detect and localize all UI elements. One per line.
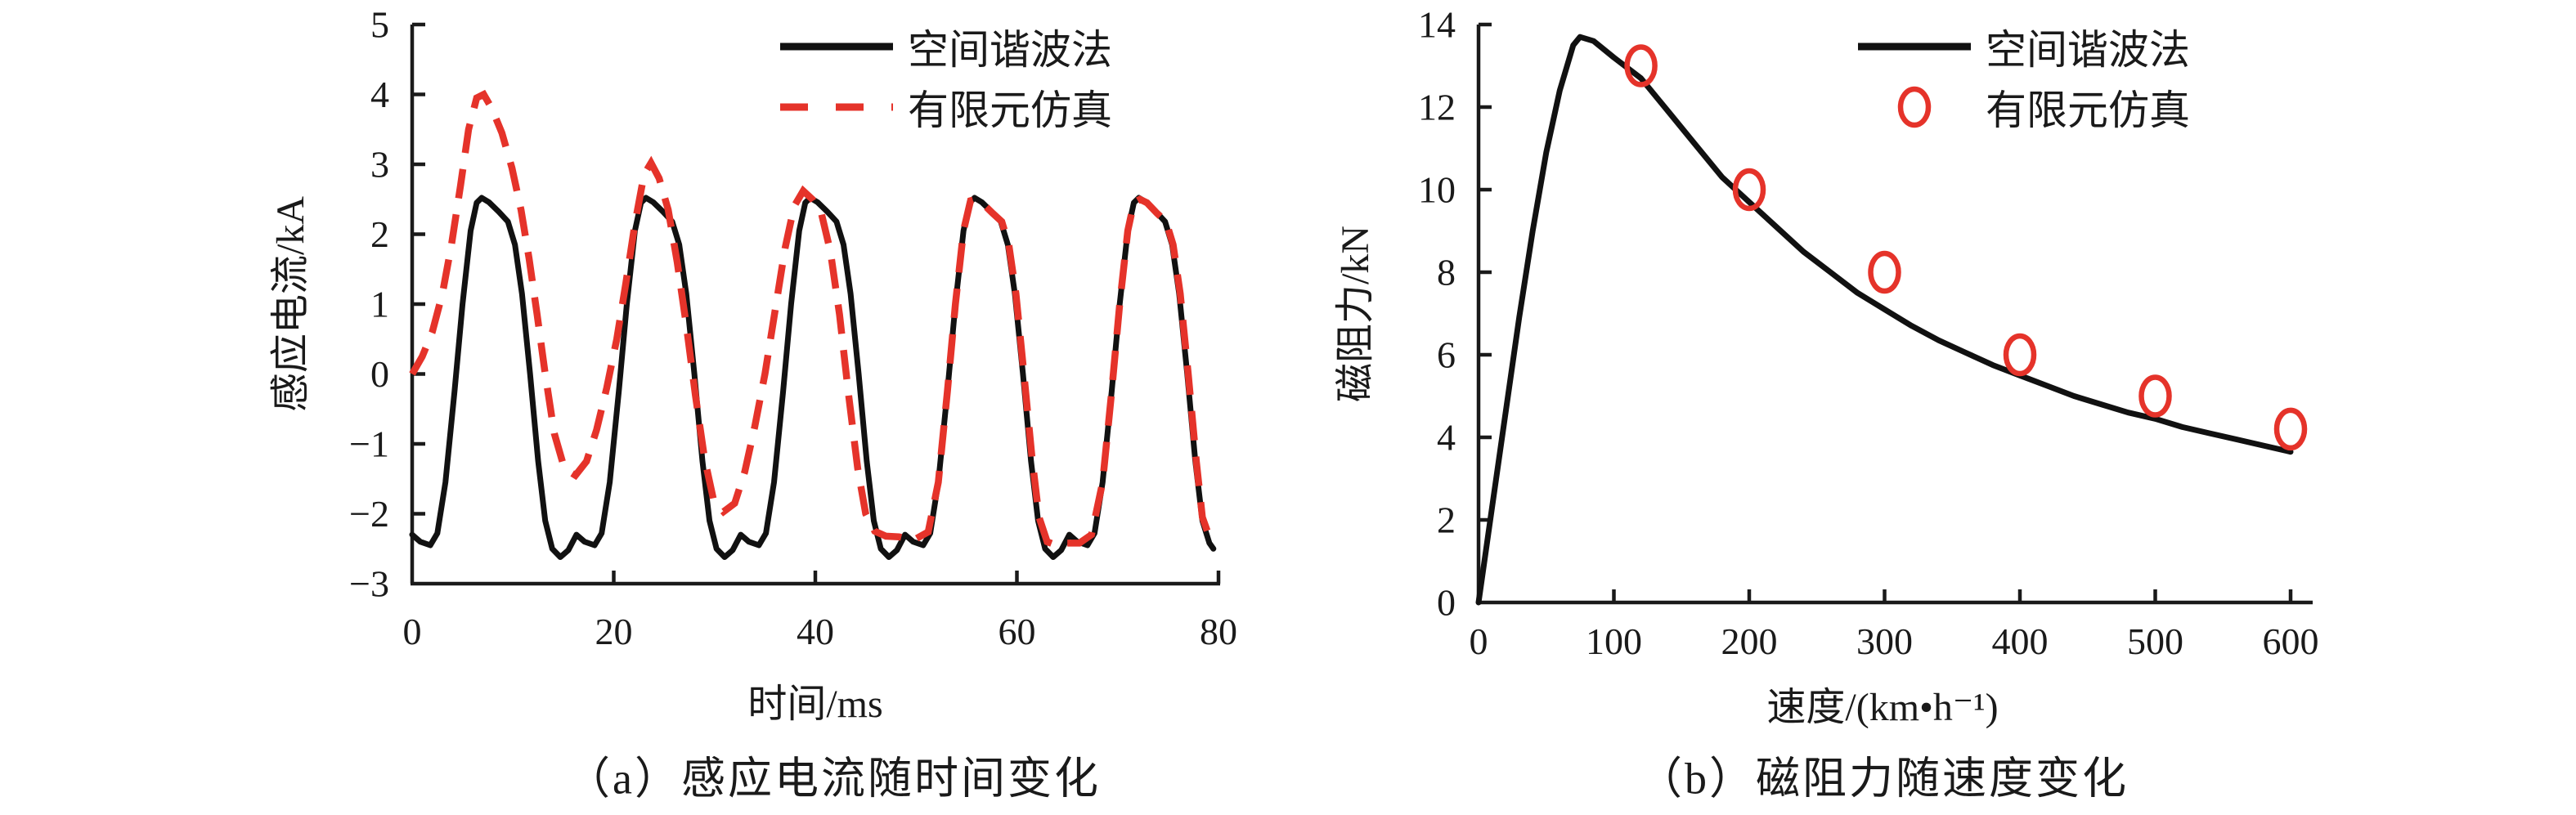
chart-a-legend: 空间谐波法 有限元仿真: [779, 24, 1112, 145]
solid-line-sample: [780, 43, 893, 51]
legend-entry-fem: 有限元仿真: [779, 84, 1112, 133]
x-tick-label: 600: [2263, 620, 2319, 662]
y-tick-label: 6: [1437, 334, 1456, 376]
y-tick-label: −3: [349, 563, 389, 605]
y-tick-label: −2: [349, 493, 389, 535]
y-tick-label: 14: [1418, 4, 1456, 46]
y-tick-label: 5: [370, 4, 389, 46]
y-tick-label: 1: [370, 284, 389, 325]
y-tick-label: 4: [1437, 417, 1456, 459]
legend-label-space-harmonic: 空间谐波法: [1986, 27, 2190, 73]
data-point-marker: [2273, 407, 2308, 451]
data-point-marker: [2138, 374, 2172, 418]
chart-a-y-axis-title: 感应电流/kA: [269, 195, 312, 413]
chart-a-caption: （a）感应电流随时间变化: [566, 754, 1101, 804]
data-point-marker: [1732, 168, 1766, 212]
series-solid-line: [409, 195, 1217, 560]
legend-label-fem: 有限元仿真: [908, 87, 1112, 133]
legend-label-fem: 有限元仿真: [1986, 87, 2190, 133]
circle-marker-sample: [1897, 86, 1932, 128]
x-tick-label: 60: [999, 611, 1036, 652]
x-tick-label: 400: [1992, 620, 2049, 662]
legend-entry-fem: 有限元仿真: [1856, 84, 2190, 133]
chart-b-legend: 空间谐波法 有限元仿真: [1856, 24, 2190, 145]
chart-b-y-axis-title: 磁阻力/kN: [1334, 225, 1377, 403]
series-dashed-line: [409, 89, 1211, 549]
x-tick-label: 0: [403, 611, 422, 652]
y-tick-label: 4: [370, 74, 389, 115]
chart-b-caption: （b）磁阻力随速度变化: [1638, 754, 2129, 804]
x-tick-label: 40: [797, 611, 834, 652]
legend-label-space-harmonic: 空间谐波法: [908, 27, 1112, 73]
y-tick-label: 2: [370, 213, 389, 255]
y-tick-label: 3: [370, 144, 389, 186]
chart-a-x-axis-title: 时间/ms: [747, 683, 883, 726]
y-tick-label: 8: [1437, 252, 1456, 293]
x-tick-label: 80: [1200, 611, 1237, 652]
dashed-line-sample: [780, 103, 893, 111]
x-tick-label: 500: [2127, 620, 2183, 662]
chart-b-x-axis-title: 速度/(km•h⁻¹): [1766, 686, 1999, 729]
y-tick-label: −1: [349, 423, 389, 465]
data-point-marker: [2003, 333, 2037, 377]
data-point-marker: [1868, 250, 1901, 294]
legend-entry-space-harmonic: 空间谐波法: [779, 24, 1112, 73]
solid-line-sample: [1858, 43, 1971, 51]
y-tick-label: 10: [1418, 169, 1456, 211]
series-solid-line: [1475, 34, 2294, 606]
y-tick-label: 2: [1437, 499, 1456, 541]
x-tick-label: 100: [1586, 620, 1642, 662]
y-tick-label: 0: [1437, 582, 1456, 624]
x-tick-label: 300: [1856, 620, 1913, 662]
legend-entry-space-harmonic: 空间谐波法: [1856, 24, 2190, 73]
x-tick-label: 200: [1721, 620, 1778, 662]
x-tick-label: 20: [595, 611, 633, 652]
legend-ellipse-marker-icon: [1897, 86, 1932, 128]
y-tick-label: 0: [370, 353, 389, 395]
y-tick-label: 12: [1418, 87, 1456, 128]
x-tick-label: 0: [1470, 620, 1488, 662]
data-point-marker: [1624, 44, 1658, 87]
